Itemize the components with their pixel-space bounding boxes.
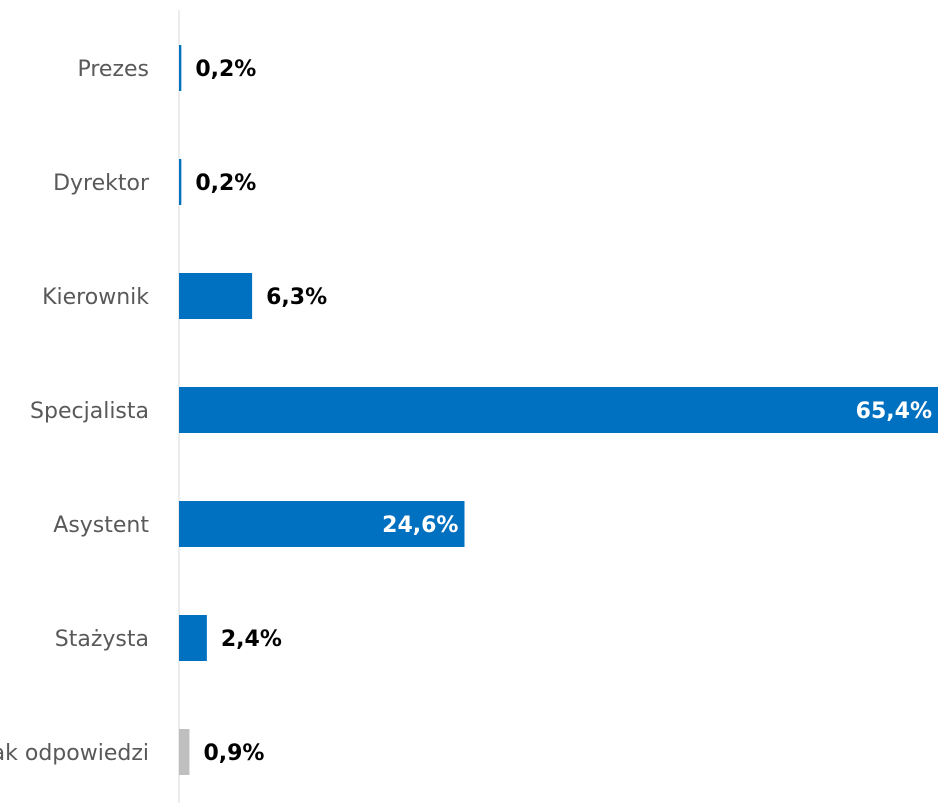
bar-prezes bbox=[179, 45, 182, 91]
bar-brak-odpowiedzi bbox=[179, 729, 190, 775]
value-label-prezes: 0,2% bbox=[195, 57, 256, 82]
category-label-asystent: Asystent bbox=[53, 513, 149, 538]
value-label-brak-odpowiedzi: 0,9% bbox=[203, 741, 264, 766]
category-label-dyrektor: Dyrektor bbox=[53, 171, 150, 196]
bar-marks: Prezes 0,2% Dyrektor 0,2% Kierownik 6,3% Specj… bbox=[0, 45, 938, 775]
value-label-stazysta: 2,4% bbox=[221, 627, 282, 652]
bar-kierownik bbox=[179, 273, 253, 319]
category-label-kierownik: Kierownik bbox=[42, 285, 149, 310]
value-label-dyrektor: 0,2% bbox=[195, 171, 256, 196]
value-label-asystent: 24,6% bbox=[382, 513, 458, 538]
value-label-kierownik: 6,3% bbox=[266, 285, 327, 310]
category-label-prezes: Prezes bbox=[77, 57, 149, 82]
category-label-specjalista: Specjalista bbox=[30, 399, 149, 424]
bar-specjalista bbox=[179, 387, 938, 433]
category-label-stazysta: Stażysta bbox=[55, 627, 149, 652]
bar-stazysta bbox=[179, 615, 207, 661]
category-label-brak-odpowiedzi: Brak odpowiedzi bbox=[0, 741, 149, 766]
value-label-specjalista: 65,4% bbox=[856, 399, 932, 424]
bar-dyrektor bbox=[179, 159, 182, 205]
bar-asystent bbox=[179, 501, 465, 547]
